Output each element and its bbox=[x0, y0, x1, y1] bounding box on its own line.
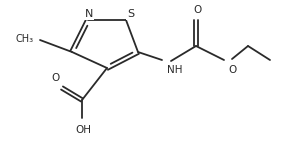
Text: O: O bbox=[193, 5, 201, 15]
Text: CH₃: CH₃ bbox=[16, 34, 34, 44]
Text: O: O bbox=[52, 73, 60, 83]
Text: NH: NH bbox=[167, 65, 183, 75]
Text: N: N bbox=[85, 9, 93, 19]
Text: O: O bbox=[228, 65, 236, 75]
Text: OH: OH bbox=[75, 125, 91, 135]
Text: S: S bbox=[127, 9, 134, 19]
